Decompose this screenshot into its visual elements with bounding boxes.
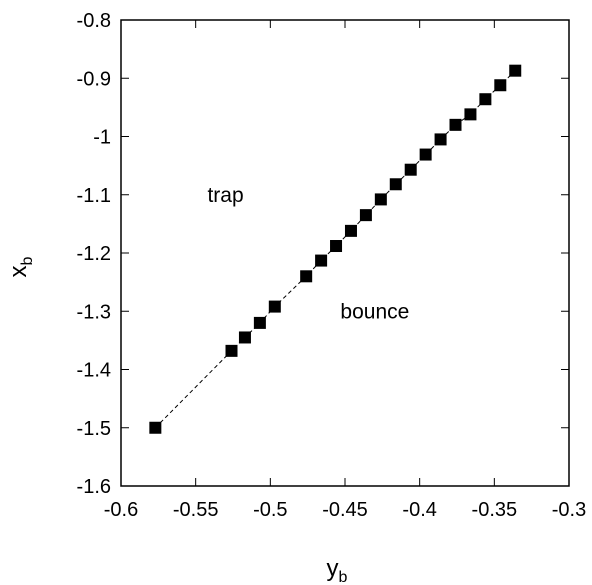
- data-point: [419, 148, 432, 161]
- y-tick-labels: -1.6 -1.5 -1.4 -1.3 -1.2 -1.1 -1 -0.9 -0.8: [77, 10, 111, 498]
- data-point: [238, 331, 251, 344]
- x-tick-label: -0.3: [552, 499, 586, 521]
- y-tick-label: -1.4: [77, 360, 111, 382]
- y-tick-label: -1.5: [77, 418, 111, 440]
- data-point: [494, 79, 507, 92]
- data-point: [300, 270, 313, 283]
- region-annotation: bounce: [340, 300, 409, 323]
- region-annotation: trap: [207, 184, 243, 207]
- data-points: [149, 64, 522, 434]
- y-axis-label: xb: [5, 256, 36, 277]
- y-tick-label: -1.2: [77, 243, 111, 265]
- data-point: [268, 300, 281, 313]
- data-point: [359, 209, 372, 222]
- data-point: [404, 163, 417, 176]
- data-point: [509, 64, 522, 77]
- y-tick-label: -0.9: [77, 68, 111, 90]
- data-point: [315, 254, 328, 267]
- x-tick-label: -0.5: [253, 499, 287, 521]
- data-point: [149, 421, 162, 434]
- x-tick-label: -0.4: [402, 499, 436, 521]
- x-tick-label: -0.35: [472, 499, 518, 521]
- data-point: [464, 108, 477, 121]
- data-point: [344, 224, 357, 237]
- y-tick-label: -1.3: [77, 301, 111, 323]
- data-point: [330, 240, 343, 253]
- data-point: [389, 178, 402, 191]
- x-axis-label: yb: [327, 555, 348, 585]
- data-point: [479, 93, 492, 106]
- y-tick-label: -0.8: [77, 10, 111, 32]
- y-tick-label: -1: [93, 127, 111, 149]
- data-point: [225, 344, 238, 357]
- axis-ticks: [120, 19, 570, 487]
- x-tick-label: -0.45: [322, 499, 368, 521]
- y-tick-label: -1.1: [77, 185, 111, 207]
- x-tick-label: -0.6: [104, 499, 138, 521]
- y-tick-label: -1.6: [77, 476, 111, 498]
- x-tick-label: -0.55: [173, 499, 219, 521]
- x-tick-labels: -0.6 -0.55 -0.5 -0.45 -0.4 -0.35 -0.3: [104, 499, 586, 521]
- annotations: trap bounce: [207, 184, 409, 324]
- data-point: [253, 316, 266, 329]
- data-point: [434, 133, 447, 146]
- data-point: [449, 118, 462, 131]
- data-point: [374, 193, 387, 206]
